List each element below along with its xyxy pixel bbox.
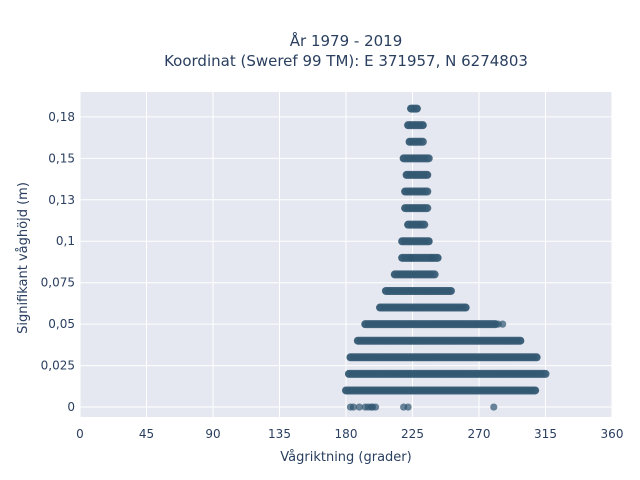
chart-title: År 1979 - 2019 — [290, 31, 403, 50]
x-tick-label: 0 — [76, 427, 84, 441]
x-tick-label: 45 — [139, 427, 154, 441]
data-point — [490, 403, 498, 411]
x-tick-labels: 0 45 90 135 180 225 270 315 360 — [76, 427, 623, 441]
y-tick-label: 0,1 — [56, 234, 75, 248]
data-point — [422, 204, 430, 212]
x-tick-label: 360 — [601, 427, 624, 441]
x-axis-label: Vågriktning (grader) — [280, 450, 411, 465]
data-point — [540, 370, 548, 378]
y-tick-label: 0,075 — [41, 276, 75, 290]
data-point — [429, 270, 437, 278]
y-axis-label: Signifikant våghöjd (m) — [16, 182, 31, 334]
x-tick-label: 315 — [534, 427, 557, 441]
data-point — [447, 287, 455, 295]
y-tick-label: 0,05 — [48, 317, 75, 331]
data-point — [349, 403, 357, 411]
y-tick-label: 0 — [67, 400, 75, 414]
chart-subtitle: Koordinat (Sweref 99 TM): E 371957, N 62… — [164, 52, 528, 70]
x-tick-label: 270 — [468, 427, 491, 441]
y-tick-label: 0,15 — [48, 151, 75, 165]
y-tick-labels: 0 0,025 0,05 0,075 0,1 0,13 0,15 0,18 — [41, 110, 75, 414]
grid-lines — [79, 92, 613, 417]
data-point — [407, 254, 415, 262]
x-tick-label: 225 — [401, 427, 424, 441]
data-point — [533, 353, 541, 361]
data-point — [516, 337, 524, 345]
data-points — [342, 104, 550, 411]
data-point — [423, 171, 431, 179]
data-point — [462, 303, 470, 312]
data-point — [531, 386, 539, 395]
x-tick-label: 135 — [268, 427, 291, 441]
x-tick-label: 180 — [335, 427, 358, 441]
data-point — [417, 138, 425, 146]
data-point — [434, 254, 442, 262]
y-tick-label: 0,13 — [48, 193, 75, 207]
data-point — [428, 254, 436, 262]
data-point — [419, 221, 427, 229]
y-tick-label: 0,025 — [41, 359, 75, 373]
data-point — [355, 403, 363, 411]
data-point — [371, 403, 380, 411]
data-point — [425, 237, 433, 245]
x-tick-label: 90 — [205, 427, 220, 441]
data-point — [423, 154, 431, 162]
y-tick-label: 0,18 — [48, 110, 75, 124]
data-point — [499, 320, 507, 328]
data-point — [419, 121, 427, 129]
data-point — [422, 187, 430, 196]
data-point — [404, 403, 412, 411]
data-point — [413, 104, 421, 113]
